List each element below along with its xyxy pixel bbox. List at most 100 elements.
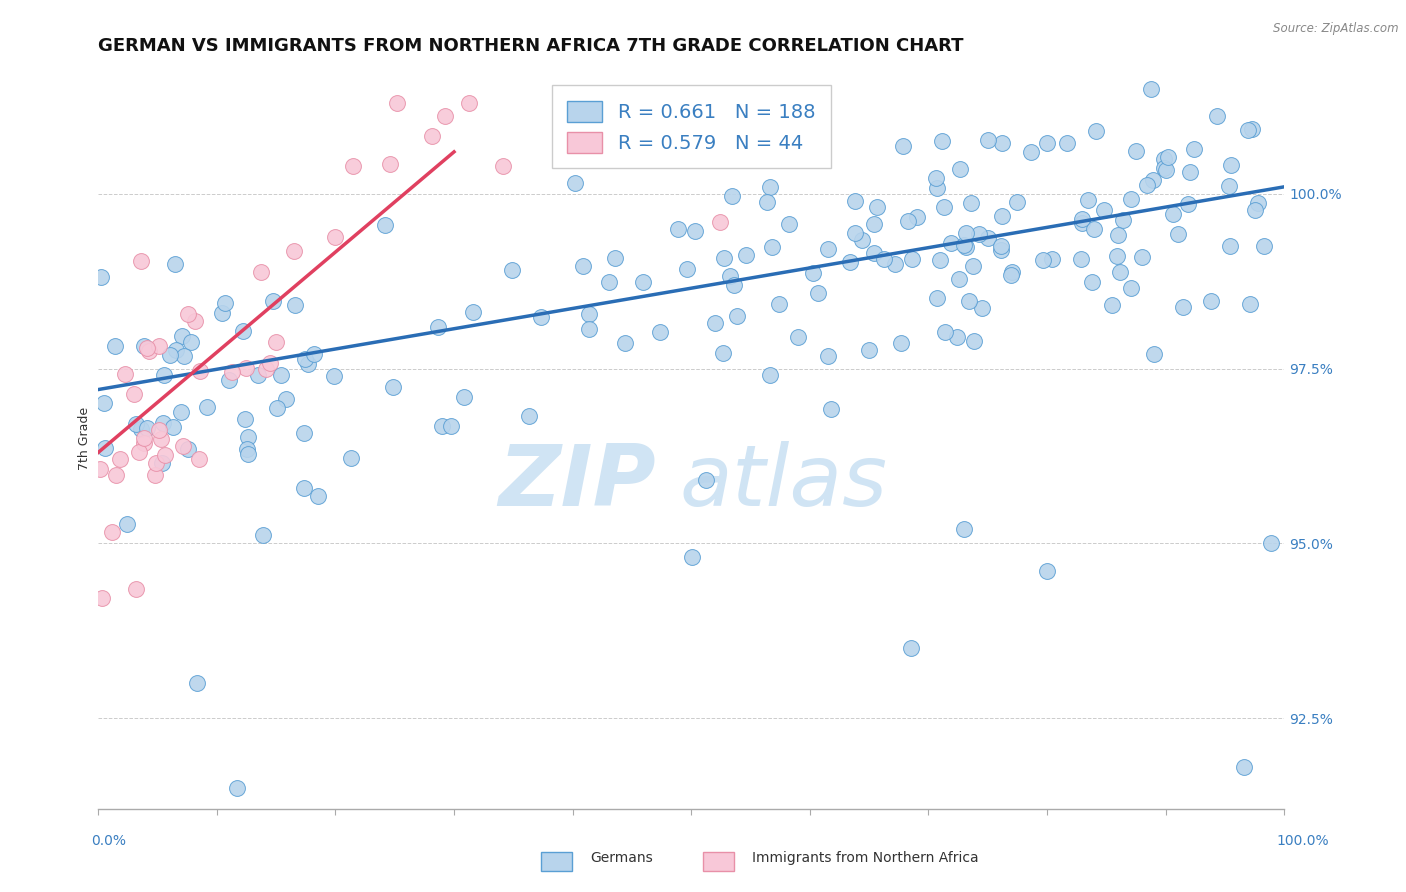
Point: [723, 278, 745, 293]
Point: [153, 368, 176, 382]
Point: [817, 349, 839, 363]
Point: [1184, 142, 1206, 156]
Point: [434, 109, 457, 123]
Point: [159, 348, 181, 362]
Point: [1240, 122, 1263, 136]
Point: [564, 177, 586, 191]
Point: [1077, 193, 1099, 207]
Point: [90, 270, 112, 285]
Point: [276, 392, 298, 406]
Point: [162, 420, 184, 434]
Point: [186, 676, 208, 690]
Point: [250, 264, 273, 278]
Point: [1153, 161, 1175, 175]
Point: [884, 257, 907, 271]
Point: [125, 417, 148, 432]
Point: [221, 365, 243, 379]
Text: atlas: atlas: [679, 442, 887, 524]
Point: [1237, 123, 1260, 137]
Point: [342, 159, 364, 173]
Point: [211, 306, 233, 320]
Point: [172, 328, 194, 343]
Point: [148, 339, 170, 353]
Point: [1143, 347, 1166, 361]
Point: [648, 325, 671, 339]
Point: [128, 445, 150, 459]
Point: [150, 456, 173, 470]
Point: [236, 447, 259, 461]
Text: Immigrants from Northern Africa: Immigrants from Northern Africa: [752, 851, 979, 865]
Point: [294, 351, 316, 366]
Point: [236, 430, 259, 444]
Point: [685, 224, 707, 238]
Point: [941, 236, 963, 251]
Point: [115, 516, 138, 531]
Point: [145, 456, 167, 470]
Point: [155, 448, 177, 462]
Point: [264, 334, 287, 349]
Point: [820, 402, 842, 417]
Point: [863, 217, 886, 231]
Point: [1247, 196, 1270, 211]
Point: [530, 310, 553, 324]
Point: [1112, 212, 1135, 227]
Point: [1199, 294, 1222, 309]
Point: [385, 95, 408, 110]
Point: [177, 307, 200, 321]
Point: [927, 181, 949, 195]
Point: [165, 257, 187, 271]
Point: [844, 226, 866, 240]
Point: [94, 441, 117, 455]
Point: [1121, 281, 1143, 295]
Point: [292, 425, 315, 440]
Point: [858, 343, 880, 357]
Point: [905, 210, 928, 224]
Point: [259, 356, 281, 370]
Point: [759, 368, 782, 382]
Point: [952, 522, 974, 536]
Text: 0.0%: 0.0%: [91, 834, 127, 848]
Point: [461, 304, 484, 318]
Point: [1092, 202, 1115, 217]
Point: [283, 244, 305, 259]
Point: [124, 387, 146, 401]
Point: [1119, 192, 1142, 206]
Point: [187, 452, 209, 467]
Y-axis label: 7th Grade: 7th Grade: [79, 407, 91, 470]
Point: [1101, 298, 1123, 312]
Point: [1171, 301, 1194, 315]
Point: [963, 334, 986, 348]
Point: [946, 330, 969, 344]
Point: [266, 401, 288, 416]
Point: [104, 339, 127, 353]
Point: [173, 350, 195, 364]
Point: [948, 272, 970, 286]
Point: [578, 322, 600, 336]
Point: [284, 298, 307, 312]
Point: [110, 452, 132, 467]
Point: [955, 226, 977, 240]
Point: [145, 468, 167, 483]
Point: [890, 335, 912, 350]
Point: [1142, 172, 1164, 186]
Point: [1000, 268, 1022, 283]
Point: [681, 550, 703, 565]
Point: [1036, 136, 1059, 151]
Point: [761, 240, 783, 254]
Point: [957, 293, 980, 308]
Point: [758, 87, 780, 102]
Point: [180, 335, 202, 350]
Legend: R = 0.661   N = 188, R = 0.579   N = 44: R = 0.661 N = 188, R = 0.579 N = 44: [551, 85, 831, 169]
Point: [614, 335, 637, 350]
Point: [631, 275, 654, 289]
Point: [136, 341, 159, 355]
Point: [420, 128, 443, 143]
Point: [235, 361, 257, 376]
Point: [297, 357, 319, 371]
Point: [1005, 194, 1028, 209]
Text: Germans: Germans: [591, 851, 654, 865]
Point: [177, 442, 200, 457]
Point: [184, 314, 207, 328]
Point: [148, 423, 170, 437]
Point: [844, 194, 866, 209]
